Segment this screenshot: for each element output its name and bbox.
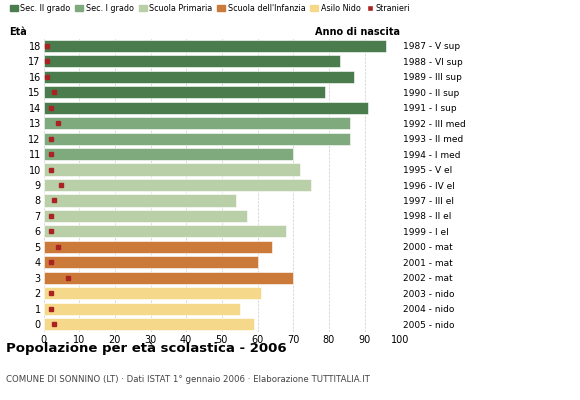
Bar <box>44 210 247 222</box>
Bar <box>44 102 368 114</box>
Bar <box>44 256 258 268</box>
Bar <box>44 148 293 160</box>
Bar <box>44 40 386 52</box>
Bar <box>44 241 272 253</box>
Bar <box>44 303 240 315</box>
Bar <box>44 272 293 284</box>
Bar <box>44 164 300 176</box>
Text: Anno di nascita: Anno di nascita <box>315 28 400 38</box>
Bar <box>44 225 286 238</box>
Bar <box>44 287 261 299</box>
Bar <box>44 132 350 145</box>
Legend: Sec. II grado, Sec. I grado, Scuola Primaria, Scuola dell'Infanzia, Asilo Nido, : Sec. II grado, Sec. I grado, Scuola Prim… <box>10 4 411 13</box>
Bar <box>44 71 354 83</box>
Bar <box>44 117 350 129</box>
Text: Popolazione per età scolastica - 2006: Popolazione per età scolastica - 2006 <box>6 342 287 355</box>
Bar <box>44 318 254 330</box>
Text: COMUNE DI SONNINO (LT) · Dati ISTAT 1° gennaio 2006 · Elaborazione TUTTITALIA.IT: COMUNE DI SONNINO (LT) · Dati ISTAT 1° g… <box>6 375 369 384</box>
Bar <box>44 86 325 98</box>
Text: Età: Età <box>10 28 27 38</box>
Bar <box>44 194 236 206</box>
Bar <box>44 179 311 191</box>
Bar <box>44 55 339 67</box>
